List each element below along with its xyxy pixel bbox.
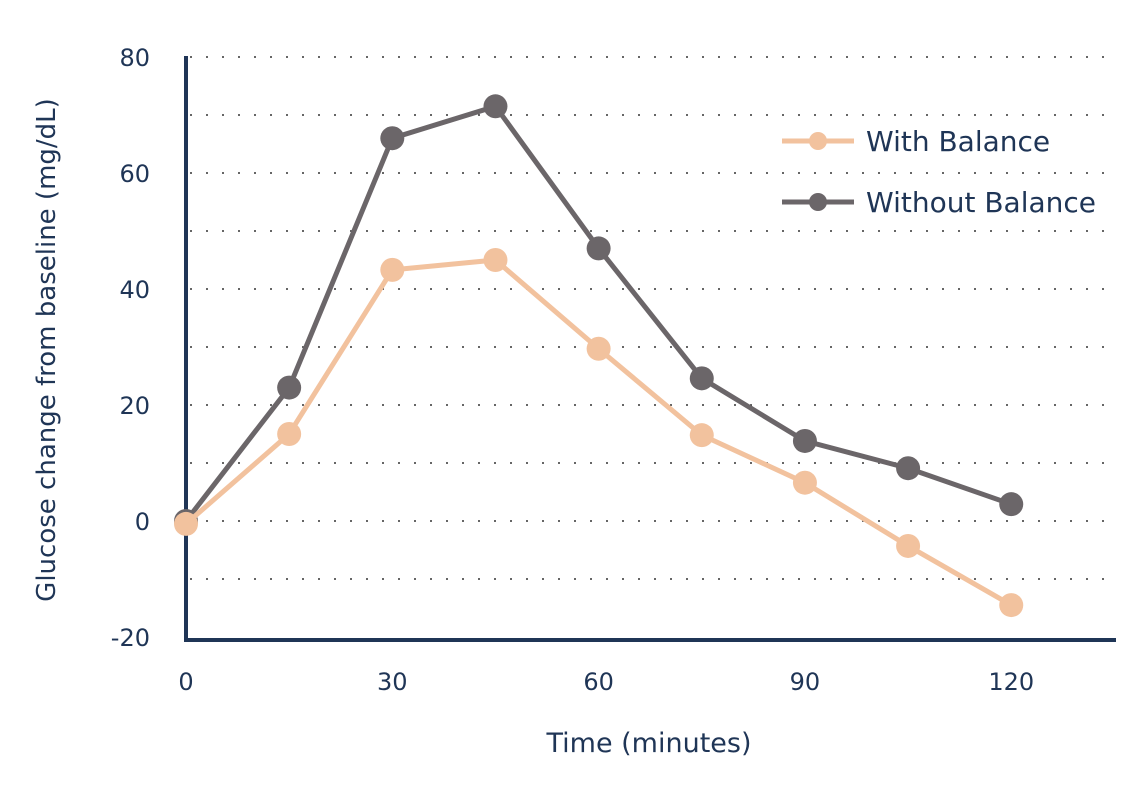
- legend-marker: [809, 193, 827, 211]
- data-point: [174, 511, 198, 536]
- y-tick-label: 20: [119, 392, 150, 420]
- data-point: [896, 456, 921, 481]
- data-point: [689, 423, 714, 448]
- x-axis-label: Time (minutes): [545, 728, 751, 759]
- series-without-balance: [174, 94, 1024, 533]
- y-axis-label: Glucose change from baseline (mg/dL): [32, 98, 62, 602]
- x-tick-label: 0: [178, 668, 193, 696]
- data-point: [586, 336, 611, 361]
- legend-label: Without Balance: [866, 186, 1096, 219]
- legend: With Balance Without Balance: [782, 125, 1096, 219]
- x-tick-labels: 0 30 60 90 120: [178, 668, 1034, 696]
- data-point: [586, 236, 611, 261]
- series-line: [184, 103, 1013, 523]
- data-point: [896, 533, 921, 558]
- x-tick-label: 90: [790, 668, 821, 696]
- data-point: [792, 428, 817, 453]
- legend-label: With Balance: [866, 125, 1050, 158]
- data-point: [483, 94, 508, 119]
- series-line: [184, 257, 1013, 608]
- legend-item: With Balance: [782, 125, 1050, 158]
- data-point: [999, 492, 1024, 517]
- data-point: [380, 126, 405, 151]
- x-tick-label: 30: [377, 668, 408, 696]
- y-tick-label: 40: [119, 276, 150, 304]
- legend-marker: [809, 132, 827, 150]
- data-point: [277, 375, 302, 400]
- data-point: [277, 422, 302, 446]
- y-tick-label: -20: [111, 624, 150, 652]
- y-tick-label: 60: [119, 160, 150, 188]
- data-point: [380, 257, 405, 282]
- data-point: [792, 470, 817, 495]
- x-tick-label: 120: [988, 668, 1034, 696]
- legend-item: Without Balance: [782, 186, 1096, 219]
- y-tick-label: 0: [135, 508, 150, 536]
- data-point: [689, 366, 714, 391]
- data-point: [483, 248, 508, 272]
- y-tick-label: 80: [119, 44, 150, 72]
- series-with-balance: [174, 248, 1024, 618]
- y-tick-labels: -20 0 20 40 60 80: [111, 44, 150, 652]
- x-tick-label: 60: [583, 668, 614, 696]
- data-point: [999, 593, 1024, 618]
